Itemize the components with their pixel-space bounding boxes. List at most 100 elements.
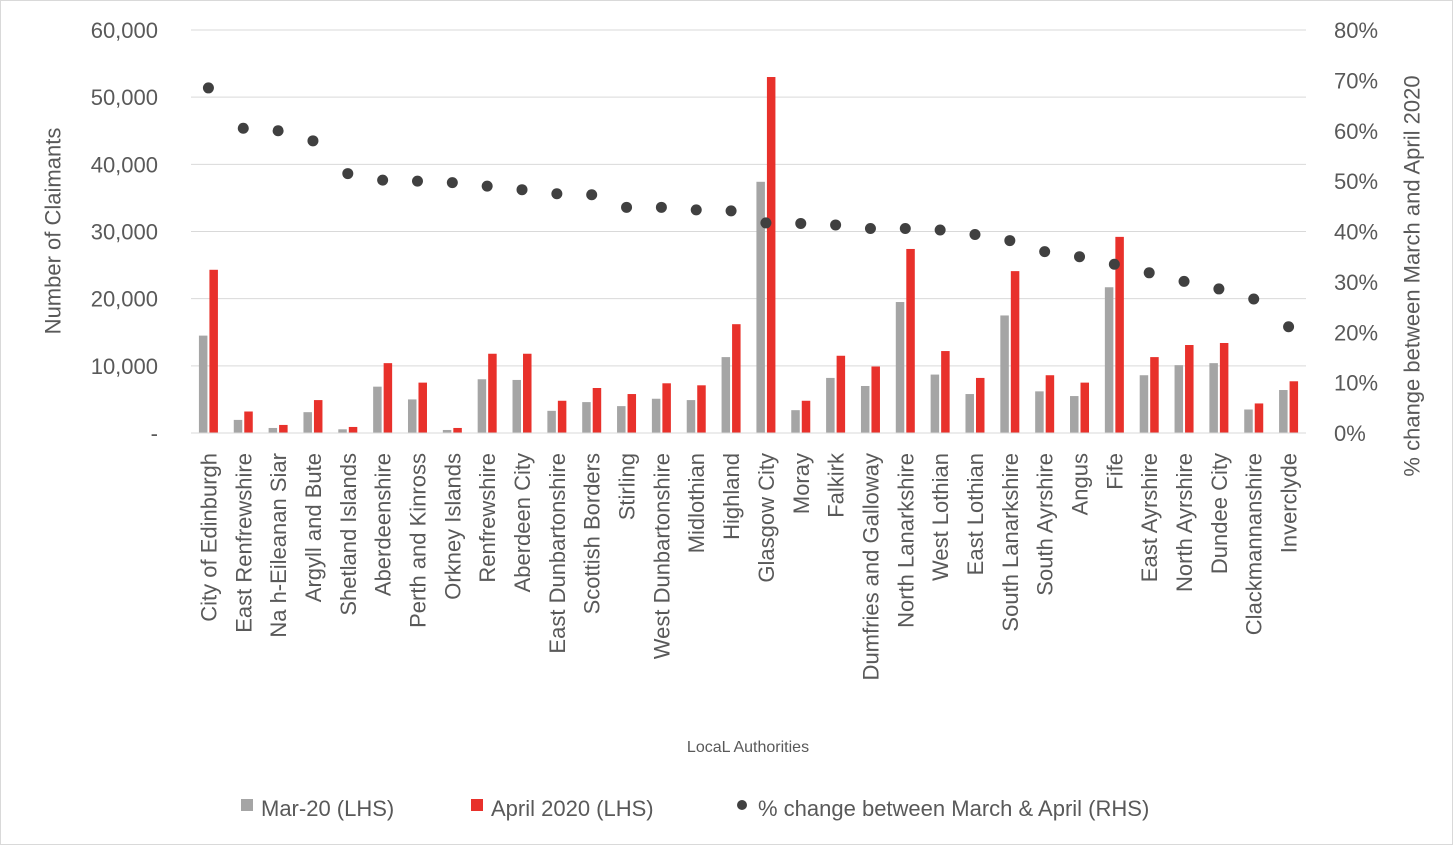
bar-mar20	[1139, 375, 1149, 433]
x-tick-label: South Ayrshire	[1033, 453, 1058, 596]
y2-tick-label: 50%	[1334, 169, 1378, 194]
bar-apr20	[975, 377, 985, 433]
bar-mar20	[373, 386, 382, 433]
bar-mar20	[1244, 409, 1253, 433]
bar-mar20	[617, 406, 626, 433]
bar-mar20	[791, 410, 800, 433]
bar-apr20	[1219, 342, 1229, 433]
x-tick-label: Aberdeen City	[510, 453, 535, 592]
bar-apr20	[801, 400, 811, 433]
y-tick-label: 40,000	[91, 152, 158, 177]
x-tick-label: Midlothian	[684, 453, 709, 553]
pct-change-point	[307, 135, 319, 147]
bar-mar20	[233, 419, 243, 433]
bar-apr20	[697, 385, 706, 433]
bar-mar20	[1174, 365, 1184, 433]
x-tick-label: North Lanarkshire	[893, 453, 918, 628]
x-tick-label: Falkirk	[824, 452, 849, 518]
x-tick-label: Moray	[789, 453, 814, 514]
x-tick-label: Fife	[1102, 453, 1127, 490]
bar-apr20	[209, 269, 218, 433]
legend-swatch-apr20	[471, 799, 483, 811]
scatter-points	[202, 82, 1295, 333]
bar-mar20	[1279, 390, 1288, 433]
pct-change-point	[1004, 235, 1016, 247]
x-axis-title: LocaL Authorities	[687, 739, 809, 756]
x-tick-label: Glasgow City	[754, 453, 779, 583]
pct-change-point	[272, 125, 284, 137]
x-tick-label: Scottish Borders	[580, 453, 605, 614]
axes: - 10,000 20,000 30,000 40,000 50,000 60,000 0% 1…	[91, 18, 1378, 680]
pct-change-point	[969, 229, 981, 241]
pct-change-point	[551, 188, 563, 200]
bar-apr20	[732, 324, 741, 433]
bar-apr20	[453, 427, 462, 433]
y2-axis-title: % change between March and April 2020	[1400, 75, 1425, 476]
y2-tick-label: 0%	[1334, 421, 1366, 446]
pct-change-point	[1039, 246, 1051, 258]
bar-mar20	[826, 377, 835, 433]
y-tick-label: 20,000	[91, 287, 158, 312]
legend-swatch-mar20	[241, 799, 253, 811]
x-tick-label: Na h-Eileanan Siar	[266, 453, 291, 638]
y2-tick-label: 20%	[1334, 320, 1378, 345]
legend-label-apr20: April 2020 (LHS)	[491, 796, 654, 821]
bar-apr20	[941, 351, 950, 433]
bar-mar20	[512, 379, 522, 433]
bar-apr20	[1289, 381, 1299, 433]
bar-apr20	[592, 387, 602, 433]
pct-change-point	[899, 222, 911, 234]
bar-mar20	[582, 402, 591, 433]
bar-mar20	[477, 379, 487, 433]
bar-mar20	[721, 357, 731, 433]
bar-mar20	[198, 335, 208, 433]
x-tick-label: Aberdeenshire	[371, 453, 396, 596]
bars	[198, 77, 1299, 434]
x-tick-label: South Lanarkshire	[998, 453, 1023, 632]
x-tick-label: Clackmannanshire	[1242, 453, 1267, 635]
pct-change-point	[411, 175, 423, 187]
bar-mar20	[651, 398, 661, 433]
y2-tick-label: 10%	[1334, 371, 1378, 396]
pct-change-point	[1108, 258, 1120, 270]
pct-change-point	[725, 205, 737, 217]
bar-mar20	[965, 394, 974, 433]
y-tick-label: 30,000	[91, 220, 158, 245]
y-tick-label: 50,000	[91, 85, 158, 110]
bar-mar20	[930, 374, 940, 433]
bar-mar20	[547, 410, 556, 433]
bar-apr20	[313, 400, 323, 433]
bar-apr20	[279, 424, 288, 433]
bar-apr20	[1254, 403, 1264, 433]
x-tick-label: East Ayrshire	[1137, 453, 1162, 582]
x-tick-label: Inverclyde	[1277, 453, 1302, 553]
bar-mar20	[1070, 396, 1079, 433]
pct-change-point	[202, 82, 214, 94]
bar-apr20	[1045, 375, 1055, 433]
y-tick-label: -	[151, 421, 158, 446]
bar-apr20	[523, 353, 532, 433]
x-tick-label: Renfrewshire	[475, 453, 500, 583]
x-tick-label: East Dunbartonshire	[545, 453, 570, 654]
bar-mar20	[442, 429, 452, 433]
pct-change-point	[760, 217, 772, 229]
pct-change-point	[1143, 267, 1155, 279]
pct-change-point	[377, 174, 389, 186]
legend-swatch-pct-change	[737, 800, 747, 810]
pct-change-point	[586, 189, 598, 201]
bar-mar20	[1209, 363, 1218, 433]
x-tick-label: Dumfries and Galloway	[858, 453, 883, 680]
bar-apr20	[766, 77, 776, 434]
bar-mar20	[1000, 315, 1009, 433]
pct-change-point	[795, 217, 807, 229]
legend-label-mar20: Mar-20 (LHS)	[261, 796, 394, 821]
legend: Mar-20 (LHS) April 2020 (LHS) % change b…	[241, 796, 1149, 821]
pct-change-point	[1213, 283, 1225, 295]
pct-change-point	[690, 204, 702, 216]
pct-change-point	[237, 122, 249, 134]
x-tick-label: Dundee City	[1207, 453, 1232, 574]
bar-mar20	[1035, 391, 1044, 433]
bar-apr20	[557, 400, 567, 433]
bar-mar20	[1104, 287, 1114, 433]
